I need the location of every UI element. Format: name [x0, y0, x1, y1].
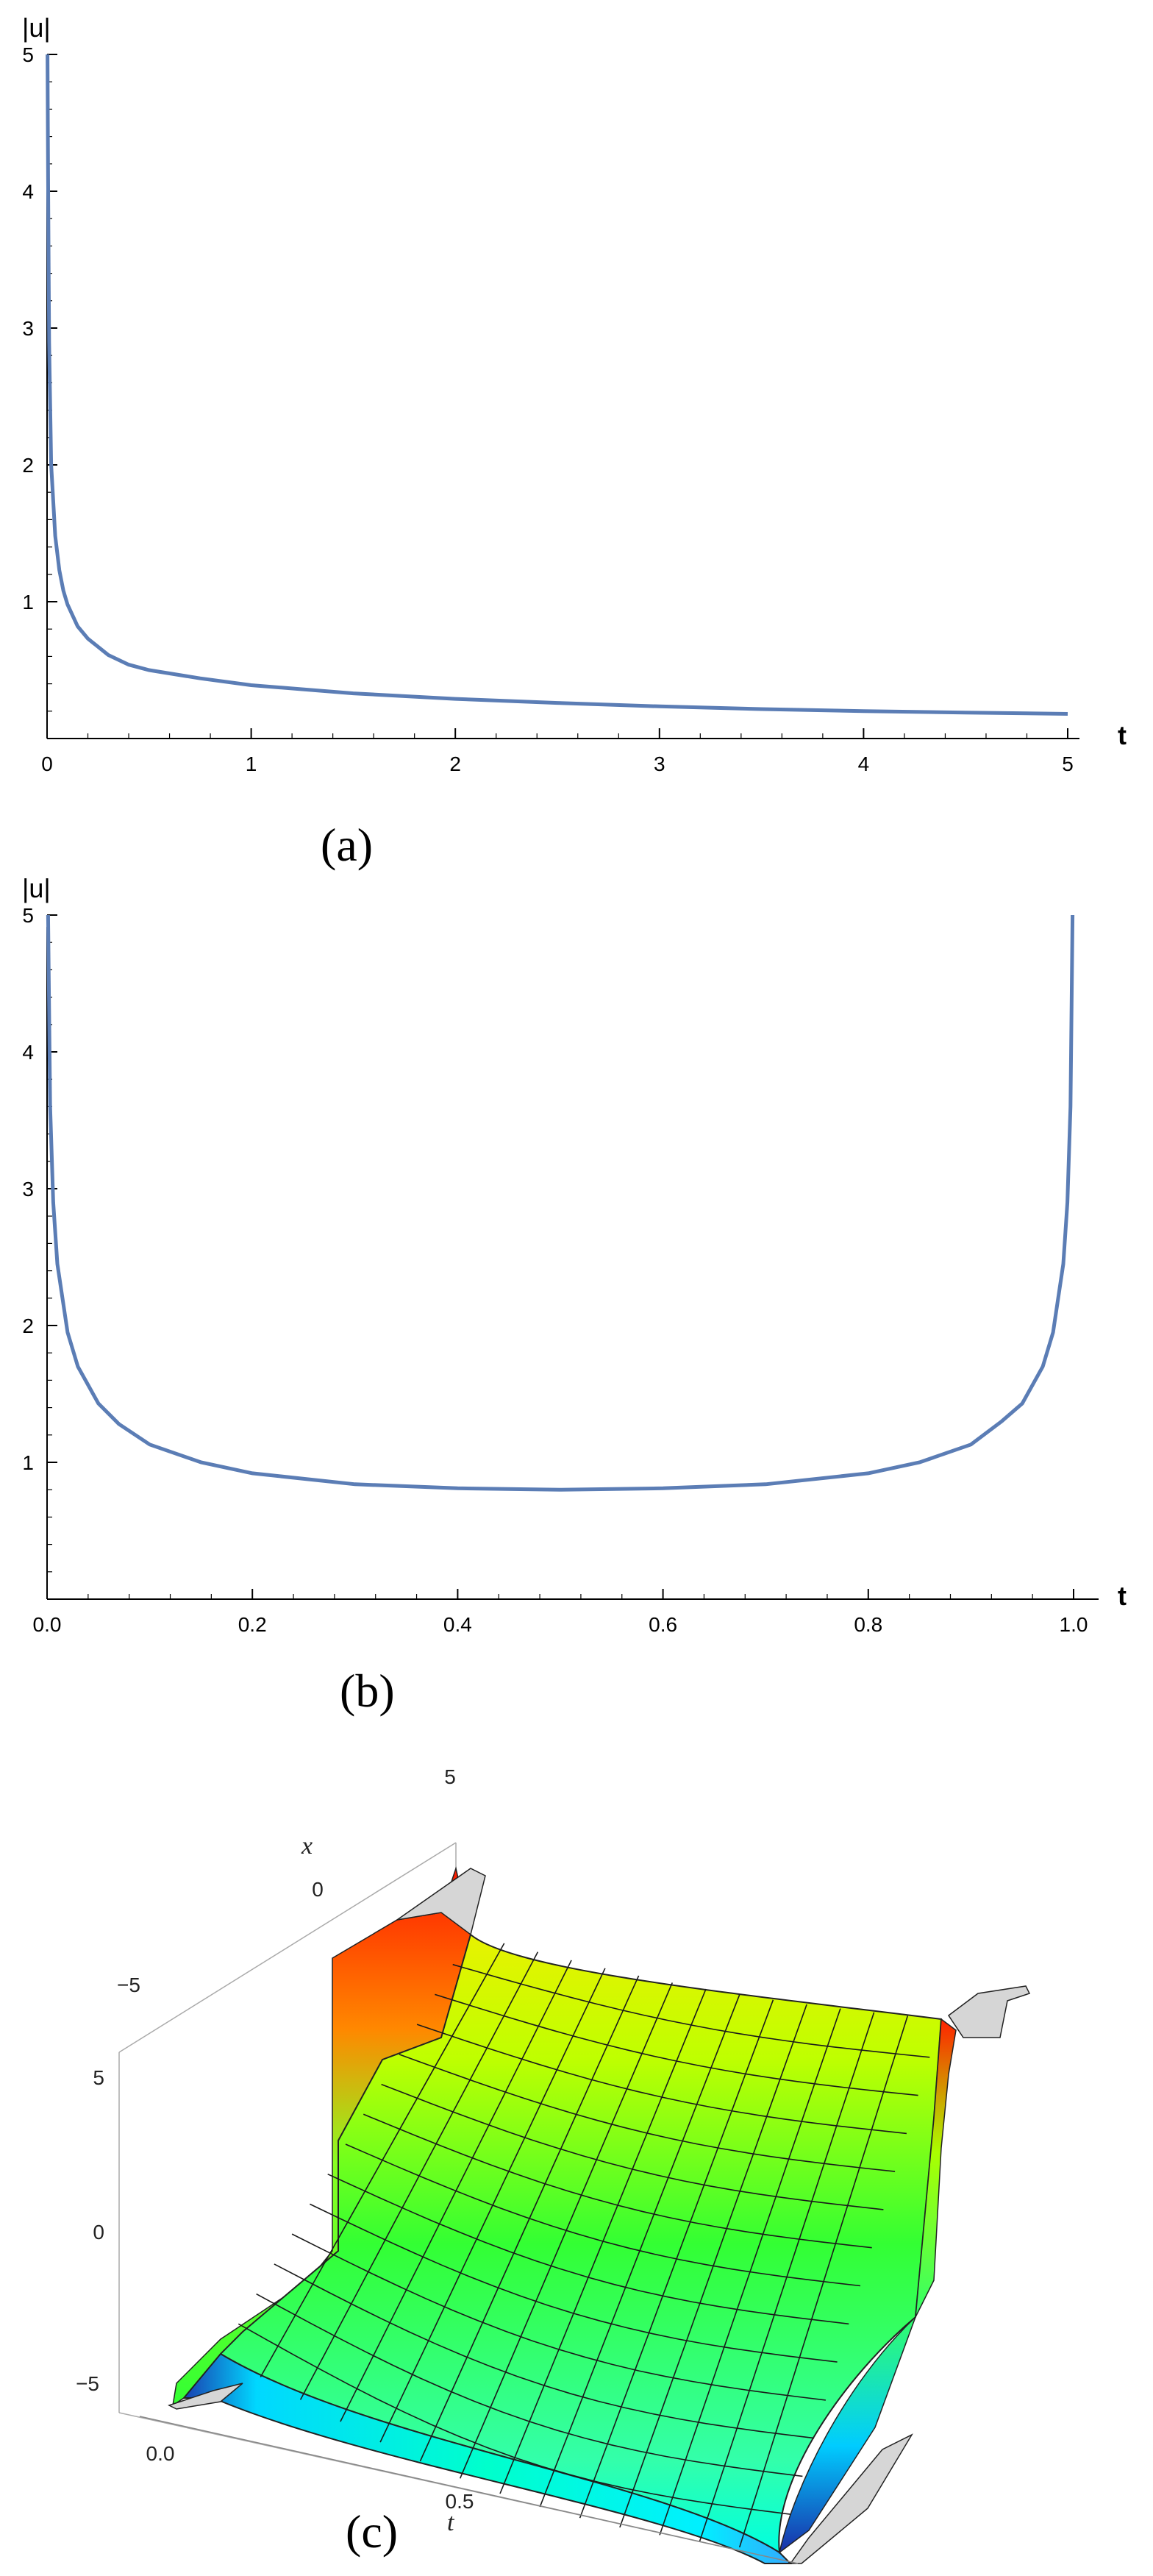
chart-b-ytick-label: 1 [22, 1451, 34, 1474]
chart-a-xtick-label: 1 [246, 752, 257, 775]
chart-a: 1 2 3 4 5 0 1 2 3 4 5 |u| t [22, 13, 1127, 775]
chart-a-xaxis: 0 1 2 3 4 5 [41, 728, 1079, 775]
chart-c-mesh-line [310, 2203, 838, 2363]
chart-c-ylabel: x [301, 1832, 313, 1860]
chart-a-ytick-label: 1 [22, 591, 34, 613]
chart-b-xtick-label: 1.0 [1060, 1613, 1088, 1636]
chart-c-clip-patch [396, 1868, 486, 1936]
chart-c-mesh [238, 1943, 930, 2548]
chart-a-yaxis: 1 2 3 4 5 [22, 43, 57, 739]
chart-c-x-tick-label: 0 [312, 1878, 324, 1901]
chart-a-xtick-label: 2 [449, 752, 461, 775]
chart-b-xaxis: 0.0 0.2 0.4 0.6 0.8 1.0 [33, 1589, 1099, 1636]
chart-b-ytick-label: 3 [22, 1178, 34, 1200]
chart-c-mesh-line [381, 2083, 884, 2210]
chart-a-ytick-label: 2 [22, 454, 34, 477]
chart-b-yaxis: 1 2 3 4 5 [22, 904, 57, 1600]
chart-a-xtick-label: 0 [41, 752, 53, 775]
chart-c-clip-patch [947, 1985, 1031, 2038]
chart-c-clip-patch [789, 2433, 913, 2564]
chart-c-mesh-line [274, 2263, 815, 2439]
chart-c-z-tick-label: −5 [76, 2372, 99, 2395]
chart-c-mesh-line [327, 2173, 849, 2325]
chart-c-xlabel: t [447, 2509, 455, 2536]
chart-b-ylabel: |u| [22, 873, 51, 903]
chart-c-x-tick-label: 5 [444, 1765, 456, 1788]
chart-b-xlabel: t [1118, 1581, 1127, 1611]
chart-c-mesh-line [291, 2233, 826, 2401]
chart-b-xtick-label: 0.8 [854, 1613, 882, 1636]
chart-b-ytick-label: 5 [22, 904, 34, 927]
chart-b-xtick-label: 0.6 [649, 1613, 677, 1636]
chart-b-xtick-label: 0.2 [238, 1613, 267, 1636]
chart-c-mesh-line [452, 1963, 930, 2058]
chart-c-t-tick-label: 0.0 [146, 2442, 175, 2465]
chart-c-mesh-line [435, 1993, 918, 2096]
chart-c-mesh-line [256, 2293, 803, 2477]
chart-c: 0.00.51.0 50−5 50−5 t x [76, 1765, 1031, 2564]
chart-c-t-axis [139, 2416, 799, 2564]
chart-a-ytick-label: 4 [22, 180, 34, 203]
chart-c-x-tick-label: −5 [117, 1974, 140, 1996]
chart-c-clip-patch [168, 2383, 243, 2410]
chart-a-caption: (a) [321, 819, 374, 871]
chart-c-mesh-line [238, 2323, 791, 2515]
chart-a-series-line [46, 54, 1068, 716]
chart-a-xtick-label: 5 [1062, 752, 1074, 775]
chart-a-ylabel: |u| [22, 13, 51, 43]
chart-c-right-wall [778, 2018, 957, 2554]
chart-a-xtick-label: 3 [654, 752, 665, 775]
chart-a-xlabel: t [1118, 720, 1127, 750]
chart-c-t-tick-label: 0.5 [446, 2490, 474, 2513]
chart-c-z-tick-label: 0 [93, 2221, 104, 2244]
chart-c-mesh-line [416, 2024, 907, 2135]
chart-b-series-line [46, 914, 1075, 1492]
chart-b-caption: (b) [340, 1665, 395, 1717]
chart-c-mesh-line [399, 2054, 896, 2172]
chart-b-ytick-label: 4 [22, 1041, 34, 1064]
chart-c-caption: (c) [346, 2505, 399, 2558]
chart-c-mesh-line [345, 2143, 861, 2287]
chart-a-ytick-label: 5 [22, 43, 34, 66]
chart-c-mesh-line [363, 2113, 872, 2249]
chart-b-ytick-label: 2 [22, 1314, 34, 1337]
chart-c-box-edge [118, 1842, 457, 2053]
chart-b-xtick-label: 0.0 [33, 1613, 62, 1636]
chart-a-ytick-label: 3 [22, 317, 34, 340]
chart-b: 1 2 3 4 5 0.0 0.2 0.4 0.6 0.8 1.0 |u| t [22, 873, 1127, 1636]
chart-a-xtick-label: 4 [858, 752, 870, 775]
chart-b-xtick-label: 0.4 [443, 1613, 472, 1636]
chart-c-z-tick-label: 5 [93, 2066, 104, 2089]
